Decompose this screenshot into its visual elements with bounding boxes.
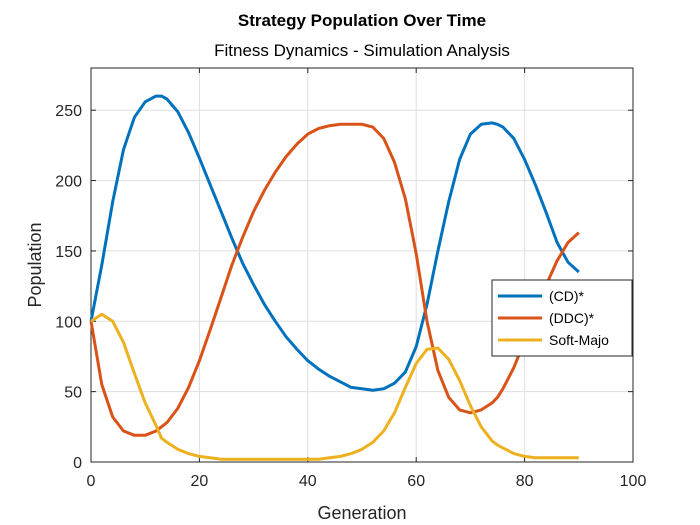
grid-lines [90,68,634,463]
series-line-0 [89,94,580,392]
y-tick-label: 0 [73,455,82,472]
legend-entry-label: (CD)* [549,288,585,304]
legend: (CD)* (DDC)* Soft-Majo [491,279,633,357]
legend-entry-label: (DDC)* [549,310,595,326]
y-tick-label: 250 [55,103,82,120]
series-line-1 [89,122,580,437]
y-axis-label: Population [25,222,45,307]
x-tick-label: 100 [620,473,647,490]
chart-subtitle: Fitness Dynamics - Simulation Analysis [214,41,510,60]
x-tick-label: 40 [299,473,317,490]
y-tick-label: 50 [64,385,82,402]
axis-ticks: 0 20 40 60 80 100 0 50 100 150 200 250 [55,68,646,490]
x-tick-label: 80 [516,473,534,490]
y-tick-label: 100 [55,314,82,331]
y-tick-label: 150 [55,244,82,261]
x-axis-label: Generation [317,503,406,523]
x-tick-label: 60 [407,473,425,490]
x-tick-label: 20 [191,473,209,490]
chart-title: Strategy Population Over Time [238,11,486,30]
x-tick-label: 0 [87,473,96,490]
legend-entry-label: Soft-Majo [549,332,609,348]
series-line-2 [90,312,579,461]
plot-area-frame [90,67,634,463]
y-tick-label: 200 [55,174,82,191]
series-lines [89,94,580,461]
